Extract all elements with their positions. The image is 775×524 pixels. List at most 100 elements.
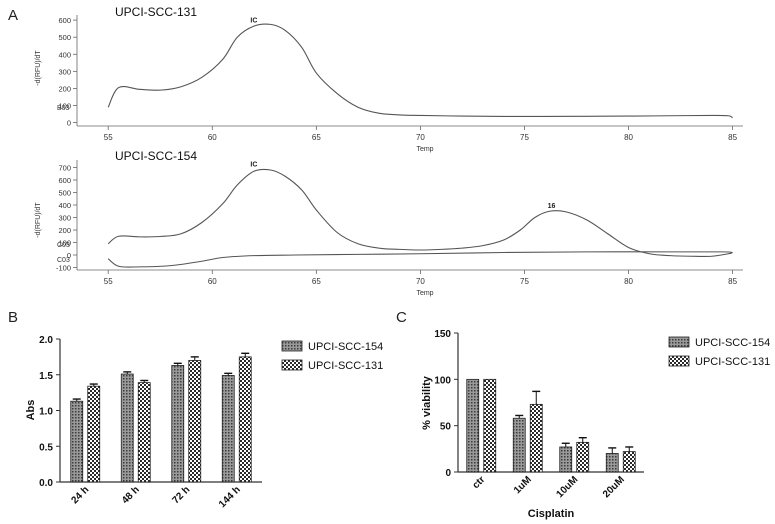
y-tick-label: -100: [56, 264, 71, 273]
plot-area-b: [70, 352, 252, 483]
x-tick-label: 70: [416, 133, 425, 142]
bar-upci-scc-154-2: [171, 365, 185, 483]
peak-annotation: 16: [548, 203, 556, 210]
legend-swatch: [668, 336, 690, 348]
y-tick-label: 100: [58, 239, 71, 248]
y-tick-label: 100: [58, 102, 71, 111]
x-tick-label: 20uM: [601, 474, 627, 500]
y-tick-label: 400: [58, 50, 71, 59]
x-tick-label: 55: [104, 133, 113, 142]
peak-annotation: IC: [250, 161, 257, 168]
abs-bar-panel: B Abs 0.0 0.5 1.0 1.5 2.0 24 h 48 h 72 h 144 h U…: [8, 309, 383, 510]
plot-area-c: [466, 378, 636, 473]
x-tick-label: 55: [104, 277, 113, 286]
y-tick-label: 100: [434, 375, 451, 386]
x-tick-label: ctr: [471, 474, 488, 491]
bar-upci-scc-154-3: [605, 453, 619, 473]
series-label: C03: [57, 257, 70, 264]
y-tick-label: 1.0: [39, 407, 53, 418]
melt-curve-c03-0: [107, 168, 733, 258]
legend-label: UPCI-SCC-154: [695, 337, 770, 349]
x-axis-label-a2: Temp: [416, 290, 433, 297]
bar-upci-scc-154-0: [466, 378, 480, 473]
peak-annotation: IC: [250, 18, 257, 25]
melt-curve-c03-1: [107, 251, 733, 268]
y-tick-label: 500: [58, 33, 71, 42]
x-axis-label-a1: Temp: [416, 146, 433, 153]
bar-upci-scc-154-2: [559, 446, 573, 473]
melt-curve-panel-154: UPCI-SCC-154 -d(RFU)/dT Temp 55 60 65 70 75 8…: [35, 149, 743, 297]
y-tick-label: 700: [58, 164, 71, 173]
bar-upci-scc-131-1: [529, 403, 543, 473]
y-tick-label: 200: [58, 84, 71, 93]
y-axis-label-b: Abs: [25, 400, 37, 421]
bar-upci-scc-154-1: [512, 417, 526, 473]
legend-swatch: [668, 355, 690, 367]
x-tick-label: 60: [208, 133, 217, 142]
y-tick-label: 500: [58, 189, 71, 198]
y-axis-label-a2: -d(RFU)/dT: [35, 202, 42, 238]
y-tick-label: 0.5: [39, 442, 53, 453]
y-axis-label-a1: -d(RFU)/dT: [35, 50, 42, 86]
series-label: C03: [57, 242, 70, 249]
melt-curve-b03-0: [107, 23, 733, 119]
x-tick-label: 85: [728, 133, 737, 142]
bar-upci-scc-154-3: [221, 375, 235, 483]
x-tick-label: 65: [312, 133, 321, 142]
legend-label: UPCI-SCC-131: [695, 356, 770, 368]
x-tick-label: 48 h: [120, 484, 142, 506]
bar-upci-scc-131-0: [87, 385, 101, 483]
x-tick-label: 70: [416, 277, 425, 286]
chart-title-154: UPCI-SCC-154: [115, 149, 197, 163]
x-tick-label: 85: [728, 277, 737, 286]
x-tick-label: 60: [208, 277, 217, 286]
x-tick-label: 72 h: [170, 484, 192, 506]
bar-upci-scc-131-2: [188, 360, 202, 483]
x-tick-label: 75: [520, 133, 529, 142]
axes-a2: 55 60 65 70 75 80 85 -100 0 100 200 300 400 500 600 700: [56, 160, 743, 286]
x-axis-label-c: Cisplatin: [528, 508, 575, 520]
y-tick-label: 2.0: [39, 335, 53, 346]
axes-a1: 55 60 65 70 75 80 85 0 100 200 300 400 500 600: [58, 15, 743, 142]
x-tick-label: 80: [624, 133, 633, 142]
legend-swatch: [281, 340, 303, 352]
bar-upci-scc-131-3: [622, 451, 636, 473]
x-tick-label: 144 h: [217, 484, 243, 510]
y-tick-label: 50: [440, 422, 452, 433]
x-tick-label: 75: [520, 277, 529, 286]
legend-label: UPCI-SCC-154: [308, 341, 383, 353]
y-tick-label: 150: [434, 329, 451, 340]
legend-b: UPCI-SCC-154 UPCI-SCC-131: [281, 340, 383, 372]
legend-swatch: [281, 359, 303, 371]
x-tick-label: 1uM: [512, 474, 534, 496]
panel-label-b: B: [8, 309, 18, 326]
y-tick-label: 600: [58, 16, 71, 25]
legend-label: UPCI-SCC-131: [308, 360, 383, 372]
bar-upci-scc-154-0: [70, 400, 84, 483]
plot-area-a2: C03 C03 IC 16: [57, 161, 733, 268]
y-tick-label: 200: [58, 226, 71, 235]
bar-upci-scc-131-3: [238, 356, 252, 483]
bar-upci-scc-131-2: [576, 441, 590, 473]
panel-label-c: C: [396, 309, 407, 326]
y-tick-label: 0.0: [39, 478, 53, 489]
x-tick-label: 65: [312, 277, 321, 286]
bar-upci-scc-131-1: [137, 382, 151, 483]
melt-curve-panel-131: A UPCI-SCC-131 -d(RFU)/dT Temp 55 60 65 70 7…: [8, 5, 743, 153]
y-tick-label: 0: [67, 251, 71, 260]
y-tick-label: 0: [445, 468, 451, 479]
x-tick-label: 10uM: [555, 474, 581, 500]
legend-c: UPCI-SCC-154 UPCI-SCC-131: [668, 336, 770, 368]
bar-upci-scc-131-0: [483, 378, 497, 473]
series-label: B03: [57, 105, 70, 112]
y-tick-label: 1.5: [39, 371, 53, 382]
plot-area-a1: B03 IC: [57, 18, 733, 119]
chart-title-131: UPCI-SCC-131: [115, 5, 197, 19]
y-tick-label: 600: [58, 176, 71, 185]
y-tick-label: 300: [58, 214, 71, 223]
x-tick-label: 80: [624, 277, 633, 286]
panel-label-a: A: [8, 7, 18, 24]
viability-bar-panel: C % viability Cisplatin 0 50 100 150 ctr 1uM 1…: [396, 309, 770, 520]
y-axis-label-c: % viability: [421, 375, 433, 430]
y-tick-label: 400: [58, 201, 71, 210]
